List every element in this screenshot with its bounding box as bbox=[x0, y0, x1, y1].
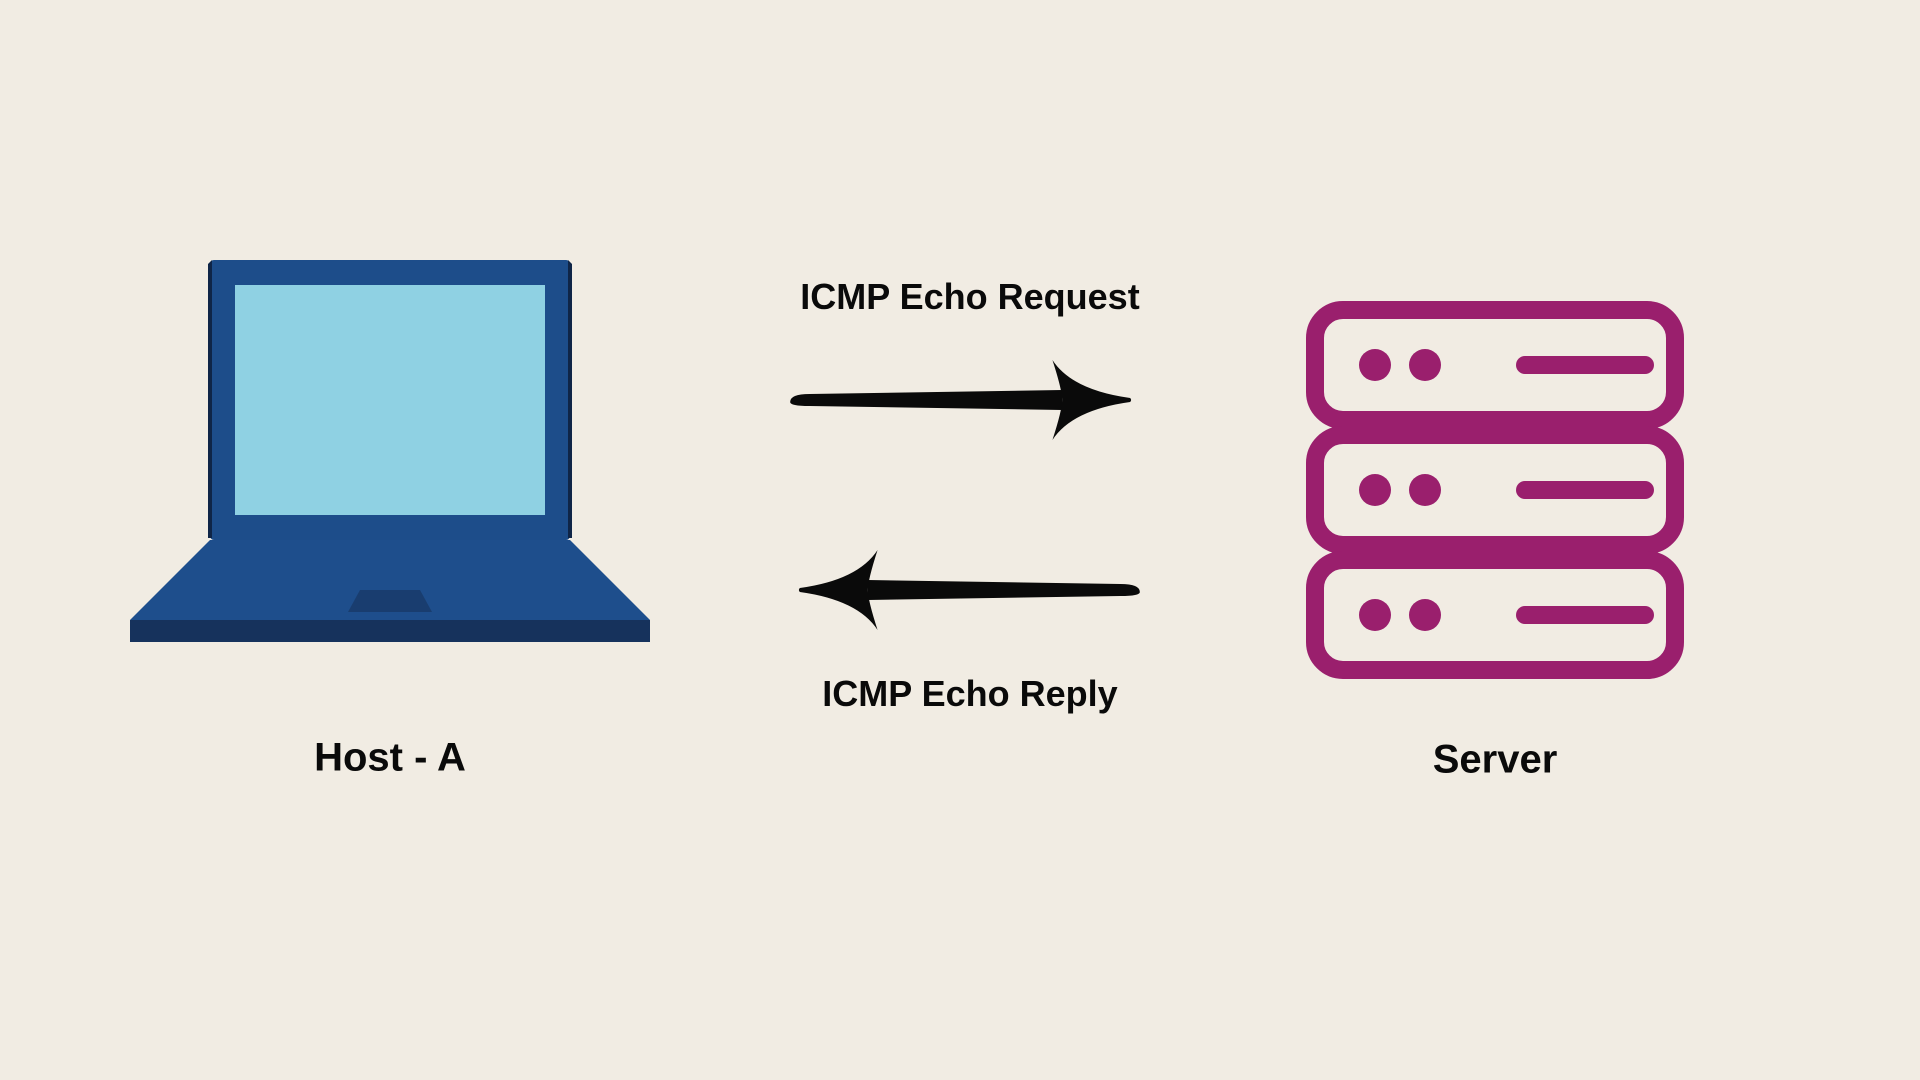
arrow-right-icon bbox=[771, 340, 1160, 460]
request-label: ICMP Echo Request bbox=[800, 276, 1139, 318]
arrow-left-icon bbox=[771, 530, 1160, 650]
reply-label: ICMP Echo Reply bbox=[822, 673, 1117, 715]
server-label: Server bbox=[1433, 738, 1558, 783]
server-icon bbox=[1285, 280, 1705, 700]
laptop-icon bbox=[90, 250, 690, 710]
host-label: Host - A bbox=[314, 736, 466, 781]
